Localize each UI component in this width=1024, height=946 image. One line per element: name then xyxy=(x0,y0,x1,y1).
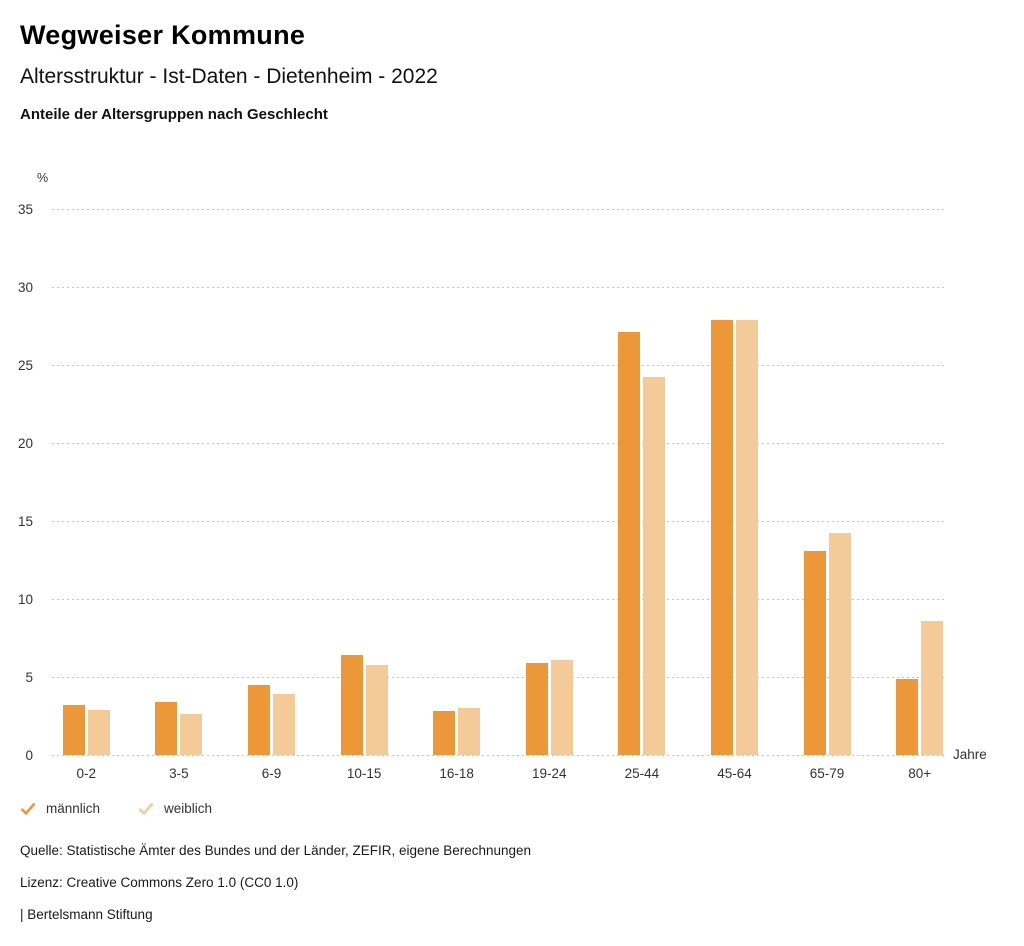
x-tick-label-0-2: 0-2 xyxy=(76,766,97,781)
chart-legend: männlich weiblich xyxy=(20,801,212,816)
bar-group-19-24 xyxy=(503,209,596,755)
gridline-25: 25 xyxy=(18,358,947,373)
bar-weiblich-6-9[interactable] xyxy=(272,694,295,755)
bar-group-45-64 xyxy=(688,209,781,755)
check-icon xyxy=(138,802,154,815)
gridline-35: 35 xyxy=(18,202,947,217)
gridline-15: 15 xyxy=(18,514,947,529)
bar-männlich-19-24[interactable] xyxy=(525,662,548,755)
y-tick-label-35: 35 xyxy=(17,202,33,217)
check-icon xyxy=(20,802,36,815)
y-axis-unit-label: % xyxy=(37,171,49,185)
bar-männlich-3-5[interactable] xyxy=(155,701,178,755)
bar-group-80+ xyxy=(873,209,966,755)
bar-männlich-16-18[interactable] xyxy=(433,711,456,755)
bar-group-3-5 xyxy=(133,209,226,755)
bar-männlich-0-2[interactable] xyxy=(62,705,85,755)
source-note: Quelle: Statistische Ämter des Bundes un… xyxy=(20,843,532,858)
bar-group-10-15 xyxy=(318,209,411,755)
x-tick-label-10-15: 10-15 xyxy=(346,766,382,781)
gridline-10: 10 xyxy=(18,592,947,607)
x-tick-label-45-64: 45-64 xyxy=(717,766,752,781)
bar-männlich-80+[interactable] xyxy=(896,678,919,755)
bar-weiblich-45-64[interactable] xyxy=(735,319,758,755)
legend-label-weiblich: weiblich xyxy=(164,801,213,816)
x-tick-label-25-44: 25-44 xyxy=(624,766,660,781)
bar-group-0-2 xyxy=(40,209,133,755)
y-tick-label-30: 30 xyxy=(17,280,33,295)
chart-subtitle: Altersstruktur - Ist-Daten - Dietenheim … xyxy=(20,65,438,88)
license-note: Lizenz: Creative Commons Zero 1.0 (CC0 1… xyxy=(20,875,299,890)
legend-item-männlich[interactable]: männlich xyxy=(20,801,100,816)
y-tick-label-5: 5 xyxy=(25,670,33,685)
bar-weiblich-80+[interactable] xyxy=(921,620,944,755)
bar-weiblich-10-15[interactable] xyxy=(365,664,388,755)
bar-weiblich-25-44[interactable] xyxy=(643,377,666,755)
y-tick-label-10: 10 xyxy=(17,592,33,607)
x-tick-label-3-5: 3-5 xyxy=(169,766,189,781)
x-tick-label-65-79: 65-79 xyxy=(809,766,845,781)
legend-label-männlich: männlich xyxy=(46,801,101,816)
bar-chart-plot-area: 0 5 10 15 20 25 30 35 0-2 3-5 6-9 10-15 16-18 19-24 2… xyxy=(18,202,987,781)
y-tick-label-25: 25 xyxy=(17,358,33,373)
bars-layer xyxy=(40,209,966,755)
bar-weiblich-3-5[interactable] xyxy=(180,714,203,755)
x-tick-label-19-24: 19-24 xyxy=(532,766,567,781)
bar-männlich-45-64[interactable] xyxy=(710,319,733,755)
x-tick-label-16-18: 16-18 xyxy=(439,766,474,781)
gridline-0: 0 xyxy=(25,748,947,763)
gridline-30: 30 xyxy=(18,280,947,295)
x-tick-label-80+: 80+ xyxy=(908,766,932,781)
y-tick-label-15: 15 xyxy=(17,514,33,529)
bar-weiblich-19-24[interactable] xyxy=(550,659,573,755)
bar-männlich-10-15[interactable] xyxy=(340,655,363,755)
bar-weiblich-16-18[interactable] xyxy=(458,708,481,755)
x-axis-unit-label: Jahre xyxy=(953,747,987,762)
gridline-5: 5 xyxy=(25,670,947,685)
legend-item-weiblich[interactable]: weiblich xyxy=(138,801,212,816)
gridline-20: 20 xyxy=(18,436,947,451)
bar-männlich-6-9[interactable] xyxy=(247,684,270,755)
attribution-note: | Bertelsmann Stiftung xyxy=(20,907,153,922)
bar-weiblich-65-79[interactable] xyxy=(828,533,851,755)
bar-weiblich-0-2[interactable] xyxy=(87,709,110,755)
x-tick-label-6-9: 6-9 xyxy=(261,766,282,781)
chart-heading: Anteile der Altersgruppen nach Geschlech… xyxy=(20,106,328,123)
bar-männlich-65-79[interactable] xyxy=(803,550,826,755)
y-tick-label-0: 0 xyxy=(25,748,33,763)
y-tick-label-20: 20 xyxy=(17,436,33,451)
page-title: Wegweiser Kommune xyxy=(20,20,306,50)
bar-group-16-18 xyxy=(410,209,503,755)
bar-männlich-25-44[interactable] xyxy=(618,332,641,755)
bar-group-65-79 xyxy=(781,209,874,755)
bar-group-6-9 xyxy=(225,209,318,755)
bar-group-25-44 xyxy=(596,209,689,755)
footer-notes: Quelle: Statistische Ämter des Bundes un… xyxy=(20,843,531,922)
x-axis-labels: 0-2 3-5 6-9 10-15 16-18 19-24 25-44 45-64 65-79 8… xyxy=(40,766,966,781)
